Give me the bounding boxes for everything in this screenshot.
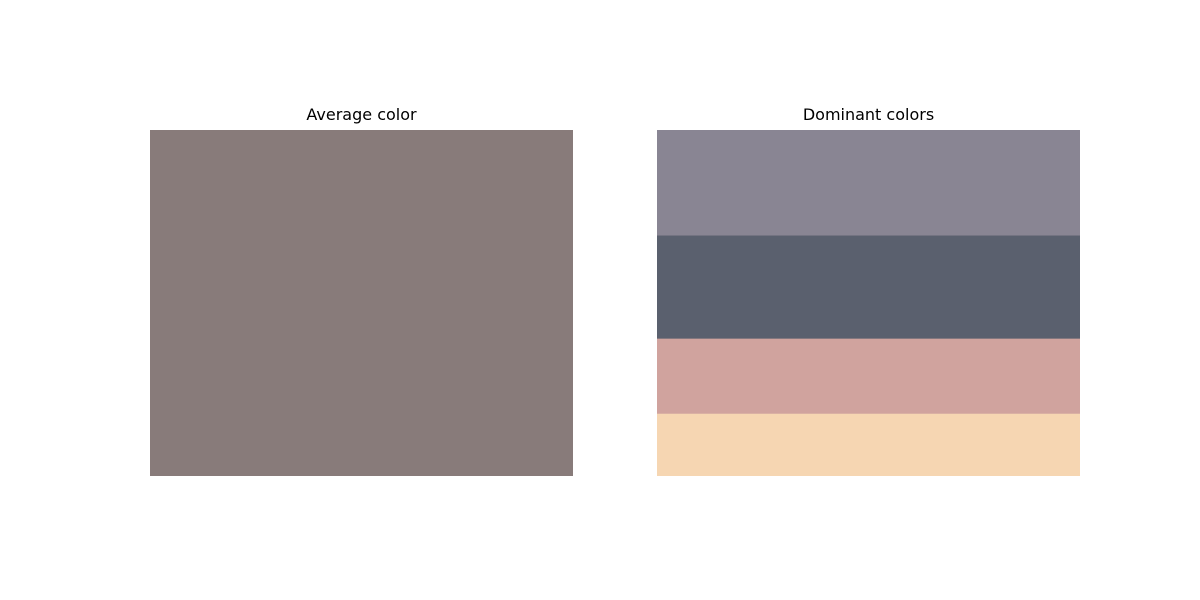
dominant-color-swatch-1 xyxy=(657,130,1080,237)
dominant-colors-title: Dominant colors xyxy=(802,105,935,124)
average-color-chart xyxy=(150,130,573,476)
average-color-panel: Average color xyxy=(150,105,573,476)
average-color-title: Average color xyxy=(306,105,417,124)
dominant-color-swatch-2 xyxy=(657,235,1080,340)
dominant-colors-chart xyxy=(657,130,1080,476)
dominant-color-swatch-4 xyxy=(657,413,1080,476)
dominant-colors-panel: Dominant colors xyxy=(657,105,1080,476)
average-color-swatch-1 xyxy=(150,130,573,476)
dominant-color-swatch-3 xyxy=(657,338,1080,415)
